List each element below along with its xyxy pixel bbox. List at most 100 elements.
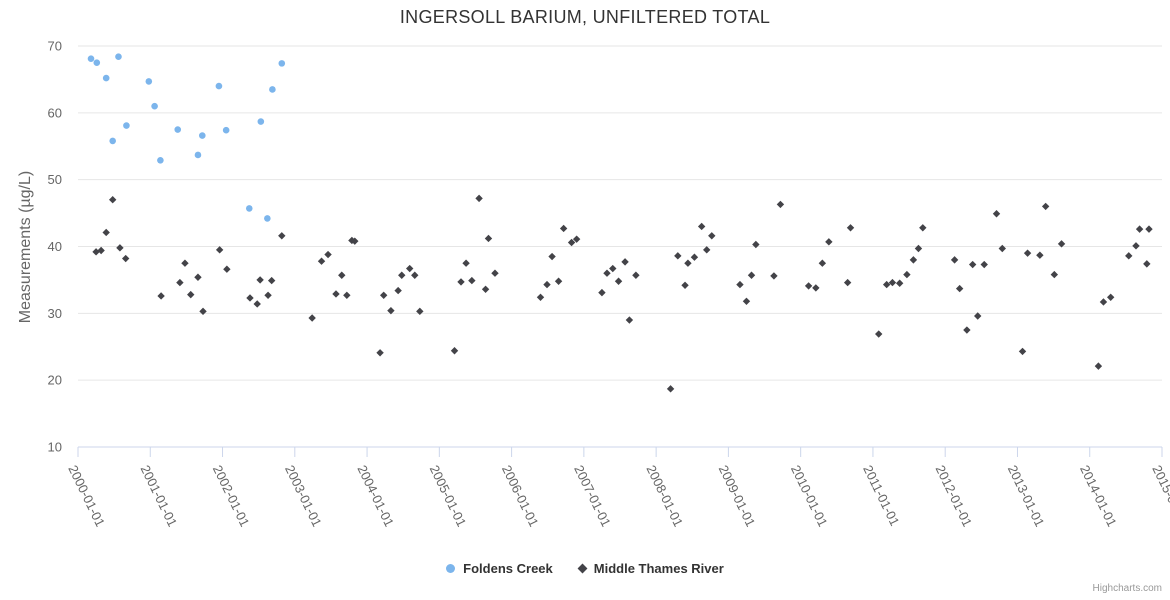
data-point[interactable] bbox=[398, 271, 406, 279]
data-point[interactable] bbox=[742, 297, 751, 306]
data-point[interactable] bbox=[151, 102, 158, 110]
data-point[interactable] bbox=[223, 265, 231, 273]
data-point[interactable] bbox=[267, 276, 276, 285]
data-point[interactable] bbox=[481, 285, 490, 293]
data-point[interactable] bbox=[115, 53, 122, 60]
data-point[interactable] bbox=[108, 196, 117, 204]
legend-item-foldens-creek[interactable]: Foldens Creek bbox=[446, 561, 553, 576]
data-point[interactable] bbox=[457, 278, 465, 286]
data-point[interactable] bbox=[846, 224, 855, 232]
data-point[interactable] bbox=[93, 59, 101, 67]
data-point[interactable] bbox=[278, 232, 286, 240]
data-point[interactable] bbox=[888, 278, 897, 287]
data-point[interactable] bbox=[102, 228, 110, 237]
data-point[interactable] bbox=[256, 276, 264, 284]
data-point[interactable] bbox=[222, 126, 230, 134]
data-point[interactable] bbox=[1050, 270, 1059, 279]
data-point[interactable] bbox=[253, 300, 261, 308]
data-point[interactable] bbox=[450, 347, 459, 355]
data-point[interactable] bbox=[903, 270, 911, 279]
data-point[interactable] bbox=[379, 291, 388, 299]
data-point[interactable] bbox=[690, 253, 699, 261]
data-point[interactable] bbox=[875, 330, 883, 338]
data-point[interactable] bbox=[199, 307, 207, 316]
data-point[interactable] bbox=[614, 277, 623, 285]
data-point[interactable] bbox=[609, 264, 617, 273]
data-point[interactable] bbox=[194, 151, 202, 159]
data-point[interactable] bbox=[278, 60, 286, 67]
data-point[interactable] bbox=[97, 246, 105, 255]
data-point[interactable] bbox=[324, 250, 332, 259]
data-point[interactable] bbox=[909, 256, 918, 264]
data-point[interactable] bbox=[176, 278, 184, 287]
data-point[interactable] bbox=[264, 291, 272, 299]
data-point[interactable] bbox=[475, 194, 483, 203]
data-point[interactable] bbox=[411, 271, 419, 279]
data-point[interactable] bbox=[1041, 202, 1050, 211]
data-point[interactable] bbox=[804, 282, 813, 290]
data-point[interactable] bbox=[351, 237, 359, 245]
data-point[interactable] bbox=[1094, 362, 1103, 370]
highcharts-credits-link[interactable]: Highcharts.com bbox=[1092, 583, 1162, 594]
data-point[interactable] bbox=[697, 222, 706, 231]
data-point[interactable] bbox=[468, 276, 476, 285]
data-point[interactable] bbox=[416, 307, 424, 316]
data-point[interactable] bbox=[338, 271, 346, 279]
data-point[interactable] bbox=[543, 280, 551, 289]
data-point[interactable] bbox=[462, 259, 470, 267]
data-point[interactable] bbox=[963, 326, 971, 334]
data-point[interactable] bbox=[1023, 249, 1032, 257]
data-point[interactable] bbox=[598, 288, 606, 297]
data-point[interactable] bbox=[703, 246, 711, 254]
data-point[interactable] bbox=[992, 210, 1001, 218]
data-point[interactable] bbox=[1106, 293, 1115, 301]
data-point[interactable] bbox=[980, 260, 988, 269]
data-point[interactable] bbox=[317, 257, 326, 265]
data-point[interactable] bbox=[567, 238, 576, 247]
data-point[interactable] bbox=[87, 55, 95, 62]
data-point[interactable] bbox=[950, 256, 959, 264]
data-point[interactable] bbox=[919, 224, 927, 232]
data-point[interactable] bbox=[684, 259, 692, 267]
data-point[interactable] bbox=[666, 385, 675, 393]
data-point[interactable] bbox=[406, 264, 414, 273]
data-point[interactable] bbox=[1135, 225, 1144, 233]
data-point[interactable] bbox=[914, 244, 923, 253]
legend-item-middle-thames-river[interactable]: Middle Thames River bbox=[577, 561, 724, 576]
data-point[interactable] bbox=[968, 260, 977, 269]
data-point[interactable] bbox=[264, 215, 271, 222]
data-point[interactable] bbox=[145, 78, 153, 85]
data-point[interactable] bbox=[603, 269, 611, 277]
data-point[interactable] bbox=[625, 316, 634, 324]
data-point[interactable] bbox=[747, 271, 756, 279]
data-point[interactable] bbox=[1143, 260, 1151, 268]
data-point[interactable] bbox=[157, 156, 164, 164]
data-point[interactable] bbox=[181, 259, 189, 267]
data-point[interactable] bbox=[308, 314, 316, 322]
data-point[interactable] bbox=[752, 240, 760, 249]
data-point[interactable] bbox=[632, 271, 640, 279]
data-point[interactable] bbox=[246, 294, 254, 302]
data-point[interactable] bbox=[548, 252, 556, 261]
data-point[interactable] bbox=[343, 291, 351, 299]
data-point[interactable] bbox=[559, 224, 568, 233]
data-point[interactable] bbox=[215, 82, 223, 90]
data-point[interactable] bbox=[187, 290, 195, 299]
data-point[interactable] bbox=[1132, 242, 1140, 250]
data-point[interactable] bbox=[843, 278, 852, 287]
data-point[interactable] bbox=[536, 293, 545, 301]
data-point[interactable] bbox=[1057, 240, 1066, 248]
data-point[interactable] bbox=[825, 238, 833, 246]
data-point[interactable] bbox=[681, 281, 689, 289]
data-point[interactable] bbox=[812, 284, 820, 292]
data-point[interactable] bbox=[245, 205, 253, 212]
data-point[interactable] bbox=[776, 200, 785, 209]
data-point[interactable] bbox=[121, 254, 130, 263]
data-point[interactable] bbox=[1145, 225, 1153, 233]
data-point[interactable] bbox=[174, 126, 182, 133]
data-point[interactable] bbox=[818, 259, 827, 267]
data-point[interactable] bbox=[572, 235, 581, 243]
data-point[interactable] bbox=[194, 273, 202, 281]
data-point[interactable] bbox=[484, 234, 493, 243]
data-point[interactable] bbox=[102, 74, 110, 82]
